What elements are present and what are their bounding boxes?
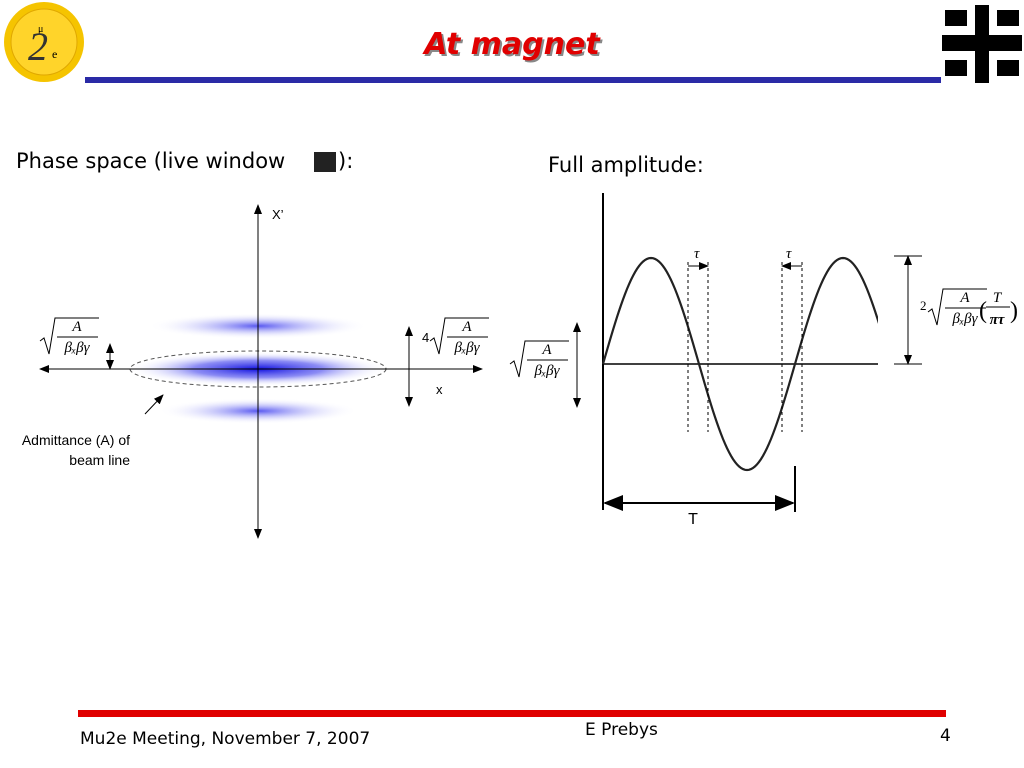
header-rule: [85, 77, 941, 83]
radical: [429, 317, 489, 355]
note: beam line: [69, 452, 130, 468]
denominator: βₓβγ: [63, 340, 90, 356]
ratio: ( T πτ ): [979, 290, 1018, 328]
factor: 4: [422, 330, 429, 345]
logo: μ 2 e: [4, 2, 84, 82]
period: T: [688, 511, 698, 528]
logo-e: e: [52, 47, 57, 61]
footer-meeting: Mu2e Meeting, November 7, 2007: [80, 729, 370, 749]
svg-text:(: (: [979, 298, 987, 324]
svg-text:): ): [1010, 298, 1018, 324]
left-heading-end: ):: [338, 149, 353, 173]
sine-wave: [601, 256, 878, 472]
tau: τ: [786, 246, 792, 262]
page-number: 4: [940, 726, 951, 746]
x-axis-label: x: [436, 382, 443, 397]
logo-two: 2: [28, 24, 48, 69]
footer-rule: [78, 710, 946, 717]
radical: [927, 288, 987, 326]
live-window-icon: [314, 152, 336, 172]
radical: [509, 340, 569, 378]
denominator: βₓβγ: [533, 363, 560, 379]
factor: 2: [920, 298, 927, 313]
note: Admittance (A) of: [22, 432, 130, 448]
left-heading: Phase space (live window: [16, 149, 285, 173]
title-shadow: At magnet: [424, 29, 603, 64]
radical: [39, 317, 99, 355]
logo-mu: μ: [38, 24, 43, 35]
ratio-top: T: [993, 290, 1003, 306]
numerator: A: [959, 290, 970, 306]
footer-author: E Prebys: [585, 720, 658, 740]
numerator: A: [461, 319, 472, 335]
tau: τ: [694, 246, 700, 262]
title: At magnet: [422, 27, 601, 62]
pointer: [144, 394, 164, 415]
right-heading: Full amplitude:: [548, 153, 704, 177]
numerator: A: [541, 342, 552, 358]
numerator: A: [71, 319, 82, 335]
denominator: βₓβγ: [453, 340, 480, 356]
tau-guides: [687, 262, 803, 432]
ratio-bottom: πτ: [990, 312, 1006, 328]
y-axis-label: X’: [272, 207, 284, 222]
fermilab-logo: [942, 5, 1022, 83]
denominator: βₓβγ: [951, 311, 978, 327]
